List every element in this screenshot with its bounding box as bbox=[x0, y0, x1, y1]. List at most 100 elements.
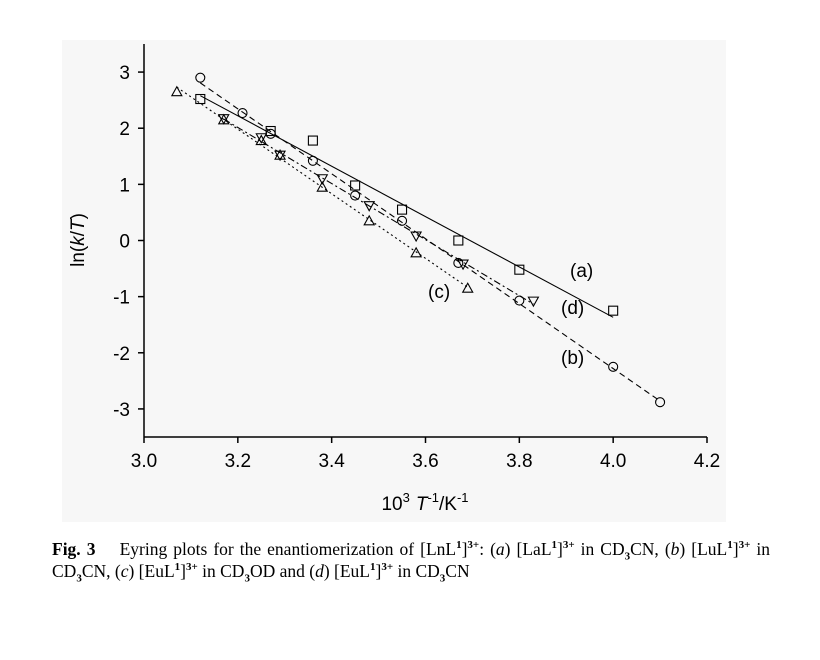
y-tick-label: 1 bbox=[119, 175, 130, 196]
caption-text: ) [LaL bbox=[504, 539, 552, 559]
caption-text: in CD bbox=[197, 561, 245, 581]
x-axis-title-part: 10 bbox=[381, 494, 402, 515]
y-tick-label: 3 bbox=[119, 63, 130, 84]
x-axis-title-part: -1 bbox=[427, 490, 439, 505]
x-tick-label: 3.0 bbox=[131, 451, 157, 472]
fit-line bbox=[199, 82, 661, 402]
series-label: (d) bbox=[561, 298, 584, 319]
caption-text: 1 bbox=[370, 561, 376, 574]
fit-line bbox=[176, 86, 469, 288]
x-tick-label: 4.2 bbox=[694, 451, 720, 472]
marker bbox=[170, 85, 183, 97]
caption-text: 3 bbox=[76, 572, 82, 585]
caption-text: 3+ bbox=[381, 561, 394, 574]
caption-text: OD and ( bbox=[249, 561, 316, 581]
caption-text: ) [EuL bbox=[128, 561, 175, 581]
caption-text: ] bbox=[180, 561, 186, 581]
caption-text: in CD bbox=[393, 561, 440, 581]
marker bbox=[363, 214, 376, 226]
marker bbox=[274, 150, 286, 162]
x-tick-label: 4.0 bbox=[600, 451, 626, 472]
marker bbox=[316, 181, 329, 192]
marker bbox=[265, 125, 276, 137]
y-tick-label: 0 bbox=[119, 232, 130, 253]
caption-text: 3 bbox=[624, 550, 631, 563]
caption-text: ] bbox=[732, 539, 739, 559]
series-label: (b) bbox=[561, 348, 584, 369]
marker bbox=[255, 133, 268, 144]
caption-text: b bbox=[670, 539, 680, 559]
caption-text: d bbox=[315, 561, 324, 581]
y-axis-title-part: ) bbox=[68, 213, 89, 219]
marker bbox=[410, 246, 423, 258]
marker bbox=[363, 201, 376, 212]
marker bbox=[514, 295, 525, 306]
y-tick-label: -2 bbox=[113, 344, 130, 365]
marker bbox=[195, 72, 206, 83]
marker bbox=[608, 361, 619, 372]
caption-text: ) [EuL bbox=[323, 561, 370, 581]
marker bbox=[396, 204, 408, 215]
caption-text: CN, ( bbox=[630, 539, 671, 559]
caption-text: CN bbox=[445, 561, 470, 581]
caption-text: : ( bbox=[479, 539, 496, 559]
caption-text: CN, ( bbox=[81, 561, 121, 581]
marker bbox=[453, 257, 464, 269]
caption-text: ) [LuL bbox=[679, 539, 728, 559]
y-axis-title-part: ln( bbox=[68, 245, 89, 267]
caption-text: 1 bbox=[174, 561, 181, 574]
caption-text: 3+ bbox=[562, 539, 575, 552]
series-label: (c) bbox=[428, 282, 450, 303]
marker bbox=[237, 108, 248, 119]
y-axis-title-part: T bbox=[68, 218, 89, 231]
marker bbox=[350, 180, 361, 191]
series-label: (a) bbox=[570, 261, 593, 282]
x-axis-title: 103 T-1/K-1 bbox=[381, 490, 468, 515]
y-axis-title: ln(k/T) bbox=[68, 213, 89, 267]
caption-text: in CD bbox=[52, 539, 770, 581]
caption-text: Eyring plots for the enantiomerization o… bbox=[119, 539, 457, 559]
marker bbox=[316, 174, 329, 185]
caption-text: ] bbox=[557, 539, 563, 559]
caption-text: 3+ bbox=[467, 539, 480, 552]
caption-text: 3+ bbox=[738, 539, 751, 552]
caption-text: 1 bbox=[456, 539, 462, 552]
y-axis-title-part: / bbox=[68, 230, 89, 236]
caption-text: c bbox=[120, 561, 129, 581]
figure-number: Fig. 3 bbox=[52, 539, 96, 559]
marker bbox=[461, 282, 474, 293]
caption: Fig. 3 Eyring plots for the enantiomeriz… bbox=[52, 538, 770, 585]
marker bbox=[307, 135, 318, 146]
caption-text: ] bbox=[375, 561, 382, 581]
marker bbox=[307, 155, 318, 166]
figure-panel bbox=[62, 40, 726, 522]
marker bbox=[217, 114, 230, 125]
y-tick-label: 2 bbox=[119, 119, 130, 140]
marker bbox=[655, 397, 666, 408]
x-axis-title-part: 3 bbox=[403, 490, 410, 505]
caption-text: a bbox=[495, 539, 505, 559]
caption-text: in CD bbox=[574, 539, 625, 559]
marker bbox=[514, 264, 525, 275]
marker bbox=[410, 231, 423, 243]
marker bbox=[527, 296, 540, 308]
marker bbox=[396, 215, 408, 226]
marker bbox=[608, 305, 619, 316]
x-axis-title-part: T bbox=[416, 494, 429, 515]
fit-line bbox=[223, 118, 534, 305]
x-axis-title-part: /K bbox=[439, 494, 457, 515]
caption-text: 3 bbox=[439, 572, 446, 585]
marker bbox=[350, 190, 361, 201]
marker bbox=[453, 235, 464, 246]
x-axis-title-part: -1 bbox=[457, 490, 469, 505]
caption-text: 3 bbox=[244, 572, 250, 585]
x-tick-label: 3.2 bbox=[225, 451, 251, 472]
x-tick-label: 3.6 bbox=[412, 451, 438, 472]
caption-text: ] bbox=[461, 539, 468, 559]
marker bbox=[457, 259, 469, 271]
caption-text: 1 bbox=[551, 539, 558, 552]
y-tick-label: -1 bbox=[113, 288, 130, 309]
x-tick-label: 3.8 bbox=[506, 451, 532, 472]
